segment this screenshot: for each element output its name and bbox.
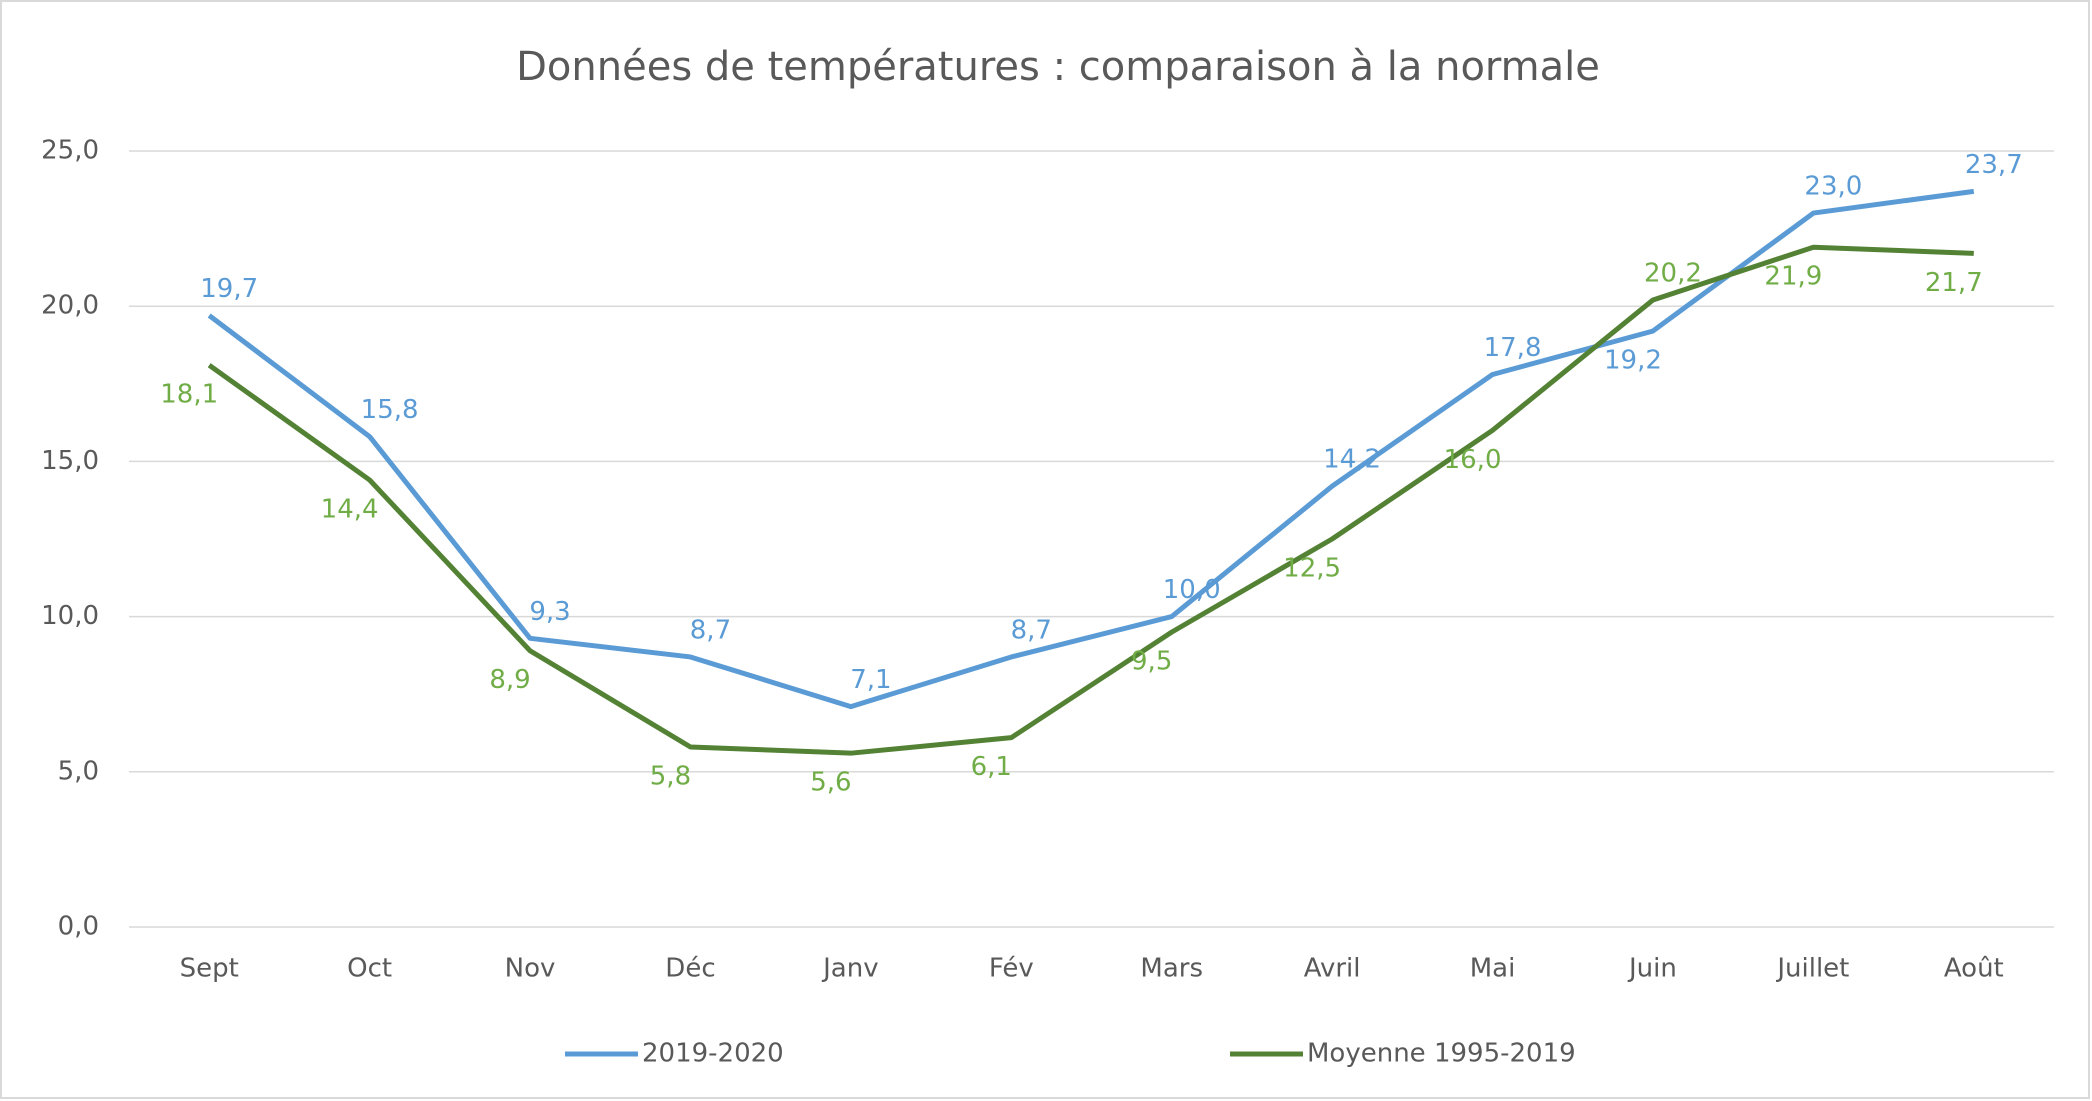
x-tick-label: Sept xyxy=(180,954,239,984)
data-label: 21,9 xyxy=(1764,262,1822,292)
y-tick-label: 25,0 xyxy=(41,136,99,166)
y-tick-label: 15,0 xyxy=(41,446,99,476)
data-label: 9,5 xyxy=(1131,647,1172,677)
chart-title: Données de températures : comparaison à … xyxy=(516,44,1600,90)
data-label: 16,0 xyxy=(1444,445,1502,475)
data-label: 19,2 xyxy=(1604,346,1662,376)
x-tick-label: Déc xyxy=(665,954,715,984)
x-tick-label: Juillet xyxy=(1775,954,1849,984)
x-tick-label: Août xyxy=(1944,954,2004,984)
x-tick-label: Fév xyxy=(989,954,1034,984)
x-tick-label: Mai xyxy=(1470,954,1516,984)
data-label: 5,6 xyxy=(810,768,851,798)
y-tick-label: 20,0 xyxy=(41,291,99,321)
data-label: 15,8 xyxy=(361,395,419,425)
data-label: 14,2 xyxy=(1323,445,1381,475)
data-label: 17,8 xyxy=(1484,333,1542,363)
y-tick-label: 5,0 xyxy=(58,756,99,786)
x-tick-label: Oct xyxy=(347,954,392,984)
data-label: 8,7 xyxy=(690,615,731,645)
x-tick-label: Juin xyxy=(1627,954,1677,984)
data-label: 14,4 xyxy=(321,495,379,525)
data-label: 7,1 xyxy=(850,665,891,695)
x-tick-label: Janv xyxy=(821,954,878,984)
legend-label: 2019-2020 xyxy=(642,1039,784,1069)
data-label: 21,7 xyxy=(1925,268,1983,298)
series-line xyxy=(207,188,1975,710)
data-label: 10,0 xyxy=(1163,575,1221,605)
x-tick-label: Nov xyxy=(505,954,556,984)
data-label: 20,2 xyxy=(1644,258,1702,288)
x-tick-label: Avril xyxy=(1304,954,1361,984)
legend-label: Moyenne 1995-2019 xyxy=(1307,1039,1576,1069)
data-label: 18,1 xyxy=(160,380,218,410)
data-label: 23,0 xyxy=(1804,172,1862,202)
data-label: 23,7 xyxy=(1965,150,2023,180)
data-label: 19,7 xyxy=(200,274,258,304)
series-line xyxy=(207,244,1974,756)
y-tick-label: 0,0 xyxy=(58,912,99,942)
y-tick-label: 10,0 xyxy=(41,601,99,631)
data-label: 6,1 xyxy=(971,752,1012,782)
data-label: 5,8 xyxy=(650,761,691,791)
data-label: 8,9 xyxy=(489,665,530,695)
data-label: 9,3 xyxy=(529,597,570,627)
data-label: 12,5 xyxy=(1283,554,1341,584)
data-label: 8,7 xyxy=(1011,615,1052,645)
x-tick-label: Mars xyxy=(1140,954,1203,984)
